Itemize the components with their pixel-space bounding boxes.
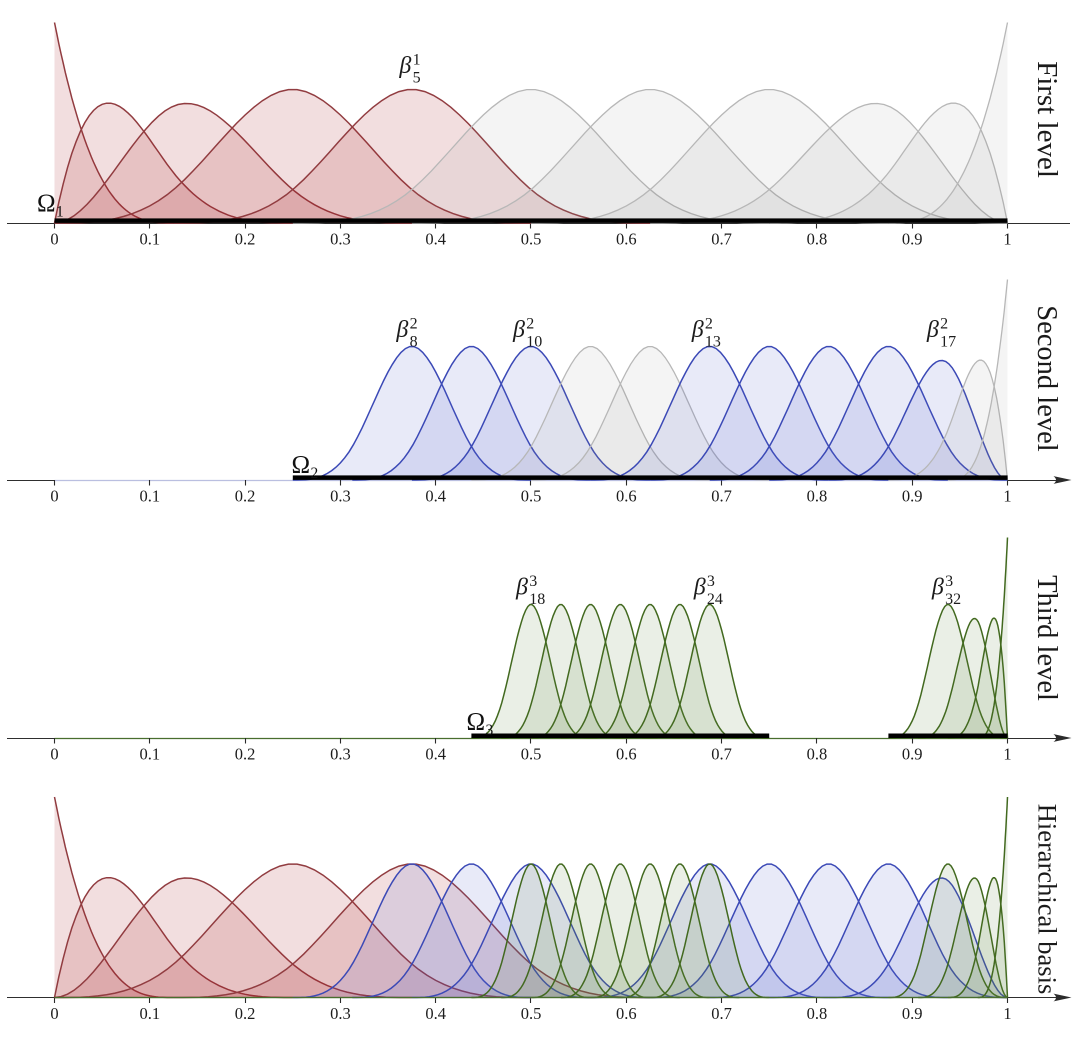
- svg-text:0.1: 0.1: [139, 745, 160, 764]
- svg-text:17: 17: [940, 334, 956, 351]
- svg-text:β: β: [395, 317, 408, 343]
- svg-text:2: 2: [705, 316, 713, 333]
- svg-text:1: 1: [413, 52, 421, 69]
- svg-text:0.8: 0.8: [807, 1004, 828, 1023]
- svg-text:18: 18: [529, 591, 545, 608]
- svg-text:2: 2: [410, 316, 418, 333]
- svg-text:0.4: 0.4: [425, 230, 446, 249]
- svg-text:10: 10: [526, 334, 542, 351]
- svg-text:0.1: 0.1: [139, 230, 160, 249]
- svg-text:0.6: 0.6: [616, 487, 637, 506]
- svg-text:32: 32: [945, 591, 961, 608]
- svg-text:0.5: 0.5: [521, 1004, 542, 1023]
- svg-text:β: β: [691, 317, 704, 343]
- svg-text:0.9: 0.9: [902, 745, 923, 764]
- svg-text:0.9: 0.9: [902, 230, 923, 249]
- svg-text:3: 3: [486, 722, 494, 739]
- svg-text:β: β: [515, 575, 528, 601]
- svg-text:5: 5: [413, 70, 421, 87]
- svg-text:0: 0: [50, 487, 58, 506]
- svg-text:Hierarchical basis: Hierarchical basis: [1032, 804, 1062, 995]
- svg-text:0.1: 0.1: [139, 487, 160, 506]
- svg-text:0.3: 0.3: [330, 487, 351, 506]
- svg-text:Second level: Second level: [1031, 305, 1062, 451]
- svg-text:0.2: 0.2: [235, 487, 256, 506]
- svg-text:3: 3: [945, 573, 953, 590]
- svg-text:0.2: 0.2: [235, 230, 256, 249]
- svg-text:β: β: [931, 575, 944, 601]
- svg-text:3: 3: [707, 573, 715, 590]
- svg-text:0.5: 0.5: [521, 230, 542, 249]
- svg-text:0.4: 0.4: [425, 1004, 446, 1023]
- svg-text:1: 1: [1003, 487, 1011, 506]
- svg-text:13: 13: [705, 334, 721, 351]
- svg-text:0.8: 0.8: [807, 745, 828, 764]
- svg-text:0.6: 0.6: [616, 745, 637, 764]
- svg-text:0.8: 0.8: [807, 230, 828, 249]
- svg-text:0.6: 0.6: [616, 230, 637, 249]
- svg-text:0.5: 0.5: [521, 745, 542, 764]
- svg-text:0: 0: [50, 1004, 58, 1023]
- svg-text:Ω: Ω: [292, 452, 311, 479]
- svg-text:0.2: 0.2: [235, 1004, 256, 1023]
- svg-text:0.4: 0.4: [425, 487, 446, 506]
- svg-text:β: β: [693, 575, 706, 601]
- svg-text:0.8: 0.8: [807, 487, 828, 506]
- svg-text:2: 2: [311, 465, 319, 482]
- svg-text:0: 0: [50, 745, 58, 764]
- svg-text:β: β: [926, 317, 939, 343]
- svg-text:0.7: 0.7: [711, 745, 732, 764]
- svg-text:1: 1: [1003, 1004, 1011, 1023]
- svg-text:Ω: Ω: [467, 709, 486, 736]
- svg-text:1: 1: [56, 204, 64, 221]
- svg-text:0.3: 0.3: [330, 230, 351, 249]
- svg-text:2: 2: [526, 316, 534, 333]
- svg-text:First level: First level: [1031, 61, 1063, 178]
- svg-text:0.9: 0.9: [902, 487, 923, 506]
- svg-text:0.7: 0.7: [711, 230, 732, 249]
- svg-text:0.2: 0.2: [235, 745, 256, 764]
- svg-text:0.5: 0.5: [521, 487, 542, 506]
- svg-text:0.3: 0.3: [330, 745, 351, 764]
- svg-text:1: 1: [1003, 230, 1011, 249]
- svg-text:β: β: [398, 53, 411, 79]
- svg-text:2: 2: [940, 316, 948, 333]
- svg-text:0.3: 0.3: [330, 1004, 351, 1023]
- svg-text:0.9: 0.9: [902, 1004, 923, 1023]
- svg-text:0.7: 0.7: [711, 1004, 732, 1023]
- svg-text:8: 8: [410, 334, 418, 351]
- svg-text:Third level: Third level: [1031, 575, 1062, 701]
- svg-text:0.6: 0.6: [616, 1004, 637, 1023]
- svg-text:3: 3: [529, 573, 537, 590]
- svg-text:0.4: 0.4: [425, 745, 446, 764]
- svg-text:24: 24: [707, 591, 723, 608]
- svg-text:Ω: Ω: [37, 190, 56, 217]
- svg-text:0: 0: [50, 230, 58, 249]
- svg-text:0.1: 0.1: [139, 1004, 160, 1023]
- svg-text:0.7: 0.7: [711, 487, 732, 506]
- svg-text:1: 1: [1003, 745, 1011, 764]
- svg-text:β: β: [512, 317, 525, 343]
